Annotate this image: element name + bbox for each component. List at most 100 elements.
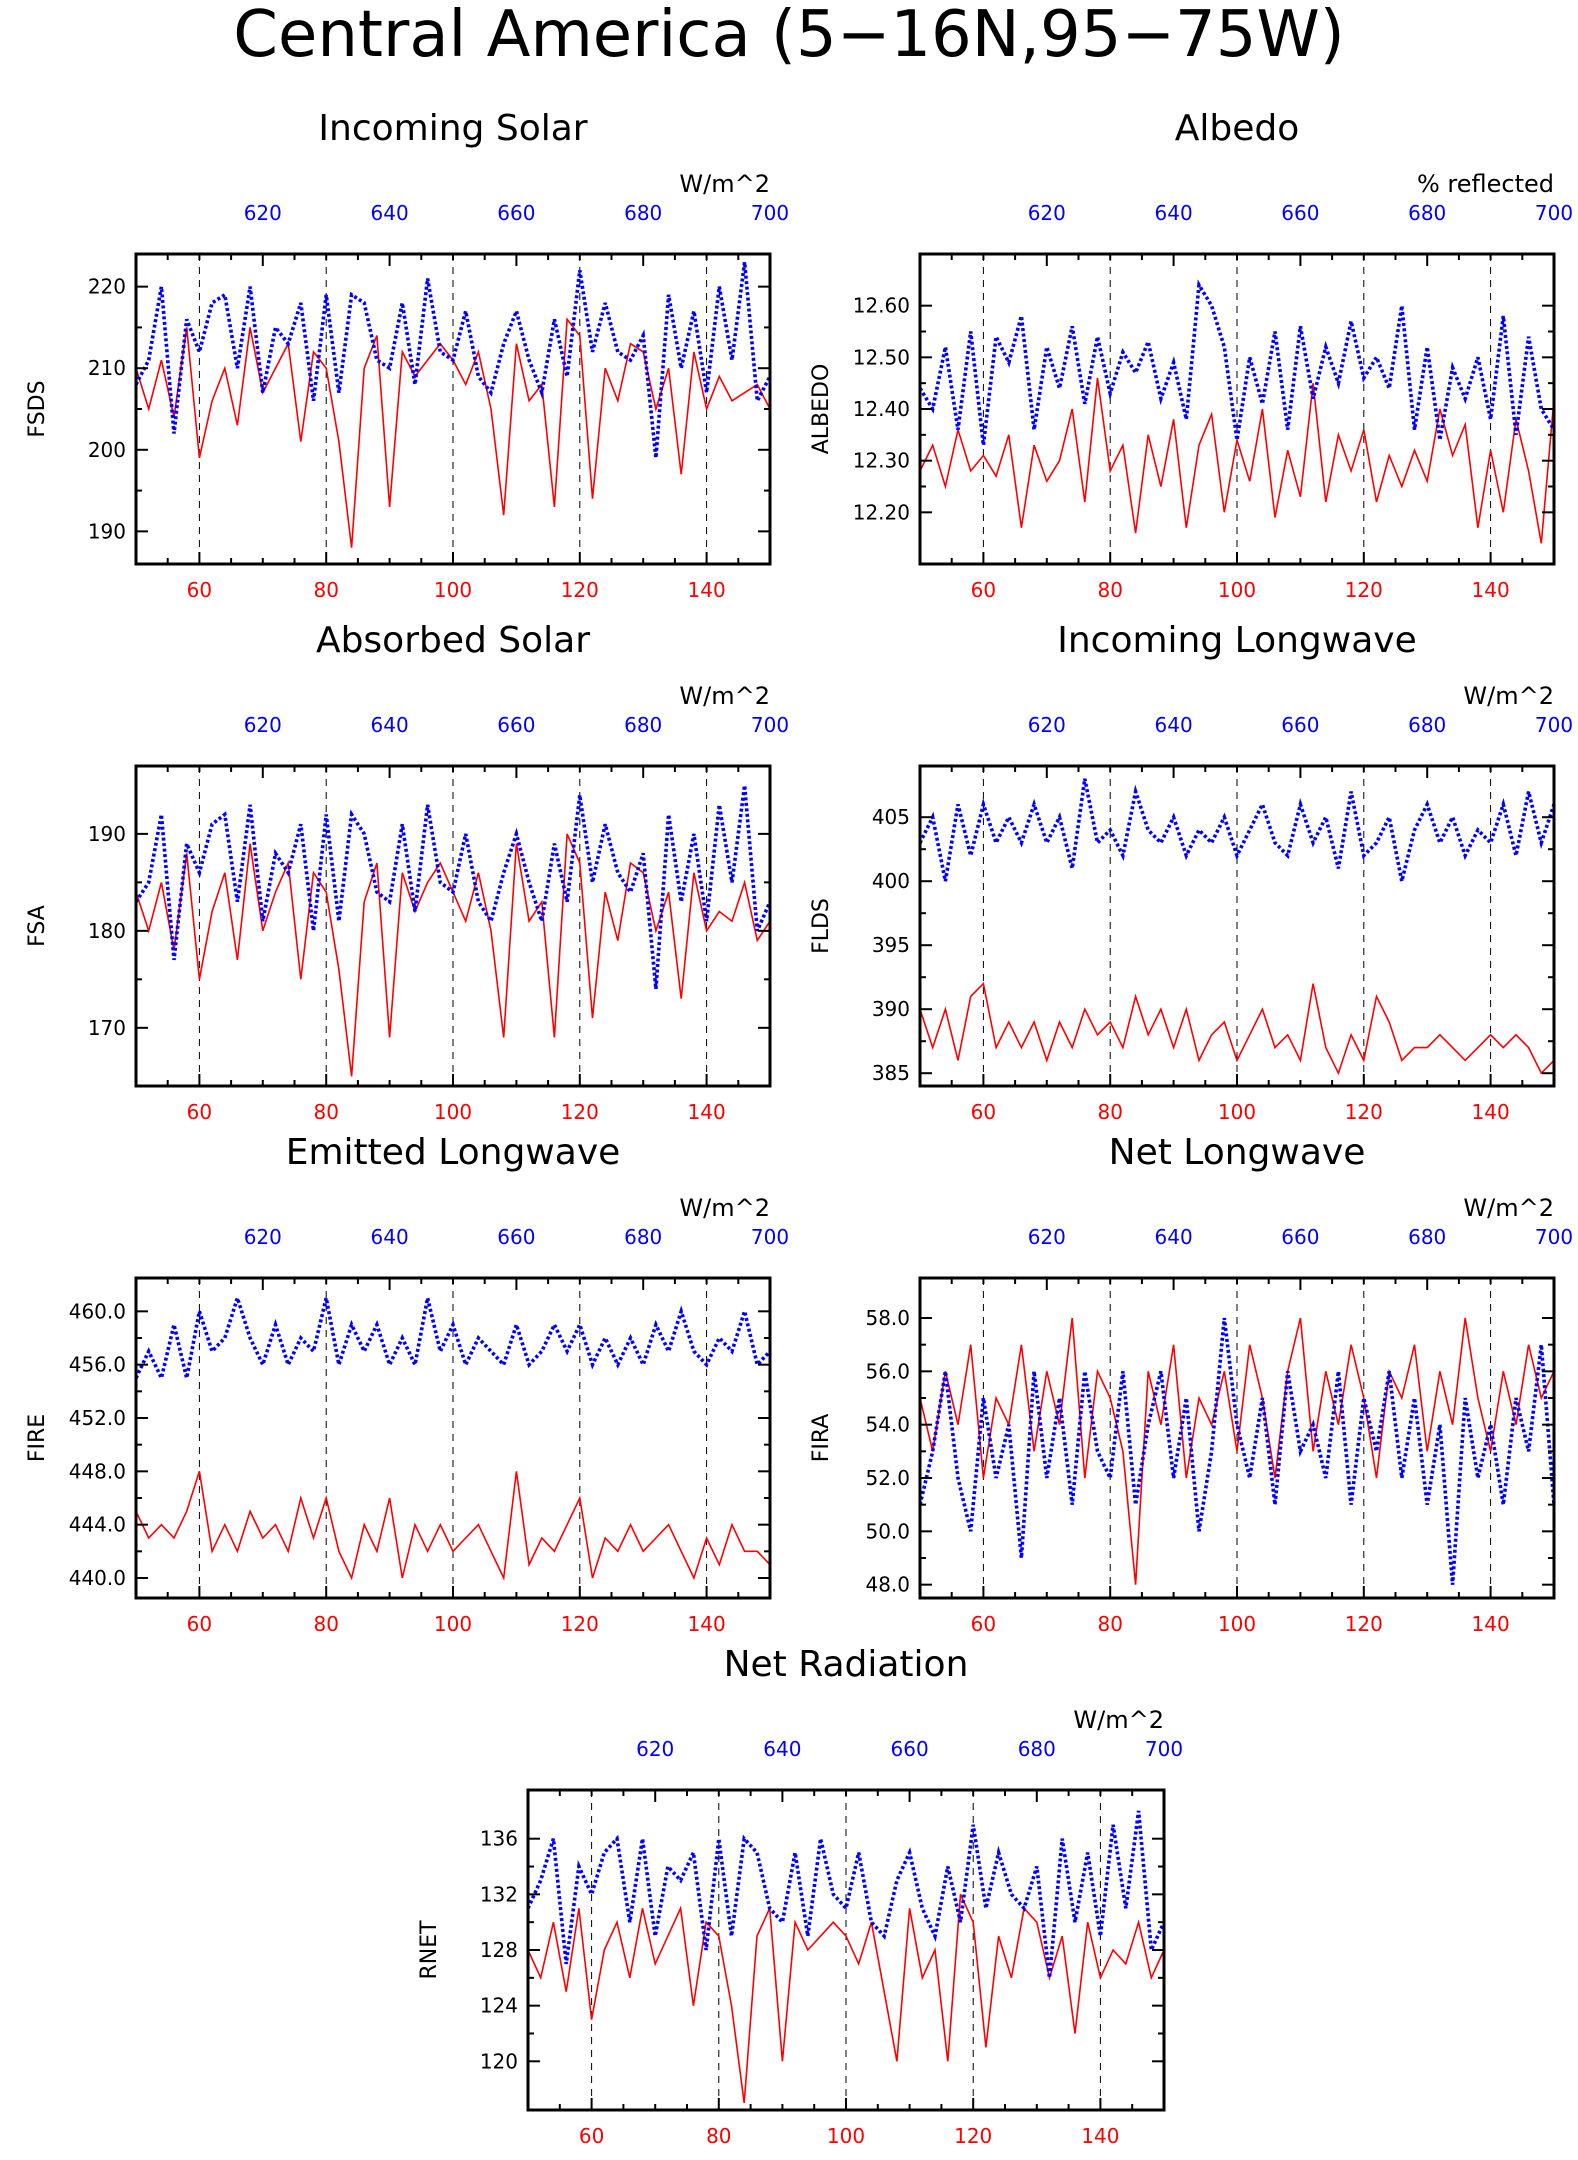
x-tick-label: 60 xyxy=(971,1612,996,1636)
series-top-line xyxy=(918,778,1556,882)
top-x-tick-label: 680 xyxy=(1408,201,1446,225)
y-tick-label: 385 xyxy=(872,1061,910,1085)
top-x-tick-label: 640 xyxy=(1155,713,1193,737)
x-tick-label: 120 xyxy=(1345,1612,1383,1636)
y-tick-label: 52.0 xyxy=(865,1466,910,1490)
unit-label: W/m^2 xyxy=(679,1194,770,1222)
top-x-tick-label: 680 xyxy=(1018,1737,1056,1761)
top-x-tick-label: 660 xyxy=(1281,1225,1319,1249)
top-x-tick-label: 640 xyxy=(763,1737,801,1761)
y-tick-label: 56.0 xyxy=(865,1359,910,1383)
x-tick-label: 80 xyxy=(1097,578,1122,602)
y-tick-label: 190 xyxy=(88,822,126,846)
y-tick-label: 124 xyxy=(480,1994,518,2018)
x-tick-label: 60 xyxy=(579,2124,604,2148)
top-x-tick-label: 620 xyxy=(1028,201,1066,225)
y-axis-label: FIRE xyxy=(25,1414,50,1462)
x-tick-label: 60 xyxy=(187,1100,212,1124)
unit-label: % reflected xyxy=(1417,170,1554,198)
x-tick-label: 140 xyxy=(1081,2124,1119,2148)
top-x-tick-label: 660 xyxy=(1281,201,1319,225)
panel-title: Absorbed Solar xyxy=(316,620,590,661)
y-tick-label: 400 xyxy=(872,869,910,893)
x-tick-label: 60 xyxy=(971,1100,996,1124)
series-top-line xyxy=(918,1317,1556,1585)
top-x-tick-label: 660 xyxy=(497,713,535,737)
top-x-tick-label: 700 xyxy=(751,1225,789,1249)
x-tick-label: 80 xyxy=(313,1612,338,1636)
top-x-tick-label: 620 xyxy=(1028,1225,1066,1249)
x-tick-label: 140 xyxy=(688,578,726,602)
series-top-line xyxy=(134,261,772,459)
x-tick-label: 120 xyxy=(561,578,599,602)
y-tick-label: 190 xyxy=(88,519,126,543)
top-x-tick-label: 620 xyxy=(244,713,282,737)
x-tick-label: 140 xyxy=(1472,578,1510,602)
x-tick-label: 140 xyxy=(1472,1612,1510,1636)
y-tick-label: 448.0 xyxy=(69,1459,126,1483)
x-tick-label: 100 xyxy=(434,578,472,602)
y-tick-label: 54.0 xyxy=(865,1413,910,1437)
x-tick-label: 100 xyxy=(434,1612,472,1636)
top-x-tick-label: 640 xyxy=(371,713,409,737)
y-tick-label: 120 xyxy=(480,2049,518,2073)
top-x-tick-label: 640 xyxy=(1155,201,1193,225)
x-tick-label: 120 xyxy=(1345,578,1383,602)
y-tick-label: 58.0 xyxy=(865,1306,910,1330)
y-axis-label: ALBEDO xyxy=(809,364,834,455)
y-tick-label: 390 xyxy=(872,997,910,1021)
y-tick-label: 456.0 xyxy=(69,1353,126,1377)
x-tick-label: 100 xyxy=(1218,1612,1256,1636)
panel-title: Emitted Longwave xyxy=(286,1132,621,1173)
y-tick-label: 12.30 xyxy=(853,449,910,473)
top-x-tick-label: 640 xyxy=(371,201,409,225)
top-x-tick-label: 620 xyxy=(636,1737,674,1761)
y-tick-label: 132 xyxy=(480,1882,518,1906)
top-x-tick-label: 700 xyxy=(751,201,789,225)
unit-label: W/m^2 xyxy=(1463,682,1554,710)
x-tick-label: 140 xyxy=(1472,1100,1510,1124)
y-tick-label: 452.0 xyxy=(69,1406,126,1430)
top-x-tick-label: 620 xyxy=(244,1225,282,1249)
y-tick-label: 12.50 xyxy=(853,345,910,369)
y-tick-label: 220 xyxy=(88,275,126,299)
y-tick-label: 460.0 xyxy=(69,1299,126,1323)
top-x-tick-label: 660 xyxy=(497,1225,535,1249)
y-tick-label: 210 xyxy=(88,356,126,380)
x-tick-label: 80 xyxy=(313,578,338,602)
y-tick-label: 48.0 xyxy=(865,1573,910,1597)
top-x-tick-label: 680 xyxy=(1408,1225,1446,1249)
y-tick-label: 12.20 xyxy=(853,500,910,524)
unit-label: W/m^2 xyxy=(1463,1194,1554,1222)
top-x-tick-label: 620 xyxy=(244,201,282,225)
y-tick-label: 12.40 xyxy=(853,397,910,421)
top-x-tick-label: 680 xyxy=(624,1225,662,1249)
x-tick-label: 120 xyxy=(954,2124,992,2148)
y-axis-label: FSDS xyxy=(25,380,50,437)
series-bottom-line xyxy=(919,981,1555,1076)
x-tick-label: 140 xyxy=(688,1612,726,1636)
top-x-tick-label: 700 xyxy=(1535,713,1573,737)
top-x-tick-label: 660 xyxy=(497,201,535,225)
series-top-line xyxy=(134,785,772,990)
x-tick-label: 120 xyxy=(1345,1100,1383,1124)
top-x-tick-label: 700 xyxy=(1535,201,1573,225)
unit-label: W/m^2 xyxy=(1073,1706,1164,1734)
x-tick-label: 120 xyxy=(561,1612,599,1636)
y-tick-label: 136 xyxy=(480,1827,518,1851)
top-x-tick-label: 640 xyxy=(1155,1225,1193,1249)
top-x-tick-label: 700 xyxy=(1535,1225,1573,1249)
series-bottom-line xyxy=(135,1471,771,1581)
top-x-tick-label: 680 xyxy=(624,713,662,737)
top-x-tick-label: 700 xyxy=(751,713,789,737)
top-x-tick-label: 680 xyxy=(1408,713,1446,737)
y-tick-label: 170 xyxy=(88,1016,126,1040)
series-bottom-line xyxy=(919,1317,1555,1585)
panel-6: Net Longwave W/m^2 60 80 100 120 140 620 640 660 6… xyxy=(809,1132,1573,1636)
unit-label: W/m^2 xyxy=(679,170,770,198)
y-axis-label: FLDS xyxy=(809,898,834,954)
panel-4: Incoming Longwave W/m^2 60 80 100 120 140 620 64… xyxy=(809,620,1573,1124)
panel-2: Albedo % reflected 60 80 100 120 140 620 640 660 6… xyxy=(809,108,1573,602)
x-tick-label: 100 xyxy=(434,1100,472,1124)
top-x-tick-label: 700 xyxy=(1145,1737,1183,1761)
